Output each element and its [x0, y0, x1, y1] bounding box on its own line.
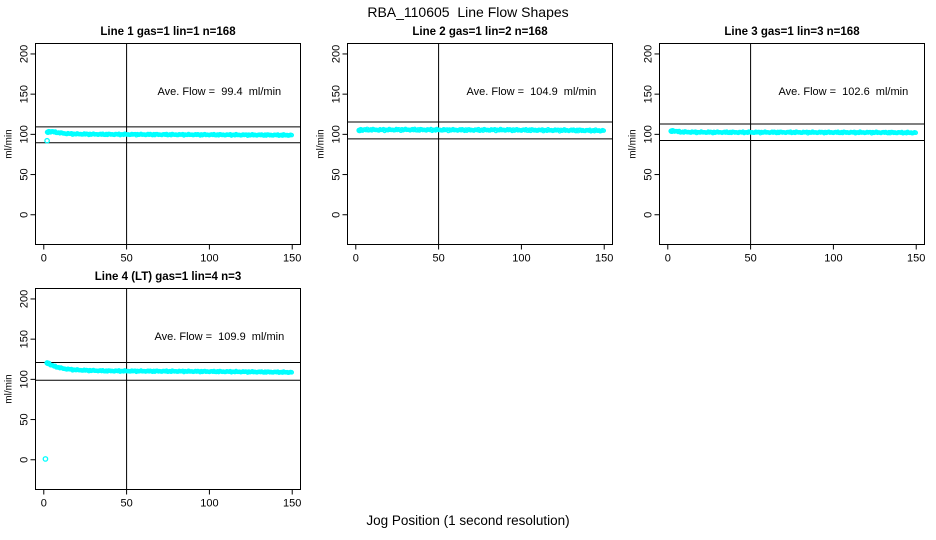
plot-box	[35, 43, 301, 245]
x-tick-label: 100	[512, 253, 530, 265]
x-tick-label: 100	[200, 498, 218, 510]
y-axis-title: ml/min	[316, 129, 327, 158]
plot-box	[35, 288, 301, 490]
x-axis: 0 50 100 150	[41, 244, 301, 265]
x-tick-label: 50	[744, 253, 756, 265]
y-tick-label: 150	[18, 85, 30, 103]
x-tick-label: 150	[283, 253, 301, 265]
x-tick-label: 0	[665, 253, 671, 265]
avg-flow-annotation: Ave. Flow = 104.9 ml/min	[466, 86, 596, 98]
data-point	[46, 360, 52, 366]
reference-lines	[659, 43, 925, 245]
outlier-point	[42, 456, 49, 462]
x-axis: 0 50 100 150	[353, 244, 613, 265]
y-tick-label: 100	[330, 125, 342, 143]
y-axis-title: ml/min	[4, 374, 15, 403]
y-axis: 0 50 100 150 200	[642, 45, 660, 218]
x-tick-label: 0	[41, 498, 47, 510]
y-tick-label: 0	[330, 212, 342, 218]
x-axis-label: Jog Position (1 second resolution)	[366, 513, 570, 528]
y-tick-label: 100	[18, 125, 30, 143]
reference-lines	[347, 43, 613, 245]
avg-flow-annotation: Ave. Flow = 99.4 ml/min	[158, 86, 282, 98]
y-tick-label: 150	[18, 330, 30, 348]
panel-line-3: Line 3 gas=1 lin=3 n=168 0 50 100 150 0 50 100 1…	[624, 20, 936, 270]
avg-flow-annotation: Ave. Flow = 102.6 ml/min	[778, 86, 908, 98]
panel-svg: Line 4 (LT) gas=1 lin=4 n=3 0 50 100 150 0 50 1…	[4, 271, 302, 510]
y-tick-label: 0	[18, 212, 30, 218]
panel-title: Line 2 gas=1 lin=2 n=168	[412, 26, 548, 38]
panel-title: Line 3 gas=1 lin=3 n=168	[724, 26, 860, 38]
x-tick-label: 0	[353, 253, 359, 265]
y-tick-label: 200	[330, 45, 342, 63]
main-title: RBA_110605 Line Flow Shapes	[367, 4, 569, 20]
x-tick-label: 150	[907, 253, 925, 265]
data-points	[356, 126, 607, 134]
x-tick-label: 50	[120, 498, 132, 510]
panel-svg: Line 2 gas=1 lin=2 n=168 0 50 100 150 0 50 100 1…	[316, 26, 614, 265]
x-tick-label: 150	[283, 498, 301, 510]
data-points	[42, 360, 295, 462]
x-tick-label: 100	[824, 253, 842, 265]
panel-svg: Line 3 gas=1 lin=3 n=168 0 50 100 150 0 50 100 1…	[628, 26, 926, 265]
x-tick-label: 100	[200, 253, 218, 265]
panel-svg: Line 1 gas=1 lin=1 n=168 0 50 100 150 0 50 100 1…	[4, 26, 302, 265]
panel-line-4: Line 4 (LT) gas=1 lin=4 n=3 0 50 100 150 0 50 1…	[0, 265, 312, 515]
y-tick-label: 200	[18, 290, 30, 308]
x-tick-label: 0	[41, 253, 47, 265]
reference-lines	[35, 288, 301, 490]
y-tick-label: 50	[18, 413, 30, 425]
y-axis: 0 50 100 150 200	[330, 45, 348, 218]
y-axis-title: ml/min	[628, 129, 639, 158]
data-point	[45, 129, 51, 136]
y-tick-label: 150	[642, 85, 654, 103]
y-tick-label: 0	[642, 212, 654, 218]
data-point	[669, 128, 675, 134]
data-point	[289, 132, 295, 138]
y-tick-label: 150	[330, 85, 342, 103]
y-tick-label: 100	[642, 125, 654, 143]
outlier-point	[44, 137, 50, 144]
y-axis: 0 50 100 150 200	[18, 45, 36, 218]
y-tick-label: 200	[18, 45, 30, 63]
panel-title: Line 4 (LT) gas=1 lin=4 n=3	[95, 271, 241, 283]
x-axis: 0 50 100 150	[41, 489, 301, 510]
y-axis-title: ml/min	[4, 129, 15, 158]
data-point	[289, 370, 295, 375]
data-points	[668, 128, 919, 136]
data-point	[47, 129, 54, 135]
y-tick-label: 100	[18, 370, 30, 388]
x-tick-label: 50	[120, 253, 132, 265]
plot-box	[347, 43, 613, 245]
data-point	[913, 130, 919, 136]
avg-flow-annotation: Ave. Flow = 109.9 ml/min	[154, 331, 284, 343]
panel-line-2: Line 2 gas=1 lin=2 n=168 0 50 100 150 0 50 100 1…	[312, 20, 624, 270]
plot-box	[659, 43, 925, 245]
y-axis: 0 50 100 150 200	[18, 290, 36, 463]
y-tick-label: 50	[330, 168, 342, 180]
panel-title: Line 1 gas=1 lin=1 n=168	[100, 26, 236, 38]
data-point	[357, 127, 363, 134]
x-axis: 0 50 100 150	[665, 244, 925, 265]
y-tick-label: 0	[18, 457, 30, 463]
y-tick-label: 50	[642, 168, 654, 180]
x-tick-label: 150	[595, 253, 613, 265]
data-points	[44, 128, 295, 144]
y-tick-label: 50	[18, 168, 30, 180]
y-tick-label: 200	[642, 45, 654, 63]
x-tick-label: 50	[432, 253, 444, 265]
panel-line-1: Line 1 gas=1 lin=1 n=168 0 50 100 150 0 50 100 1…	[0, 20, 312, 270]
reference-lines	[35, 43, 301, 245]
data-point	[601, 128, 607, 133]
